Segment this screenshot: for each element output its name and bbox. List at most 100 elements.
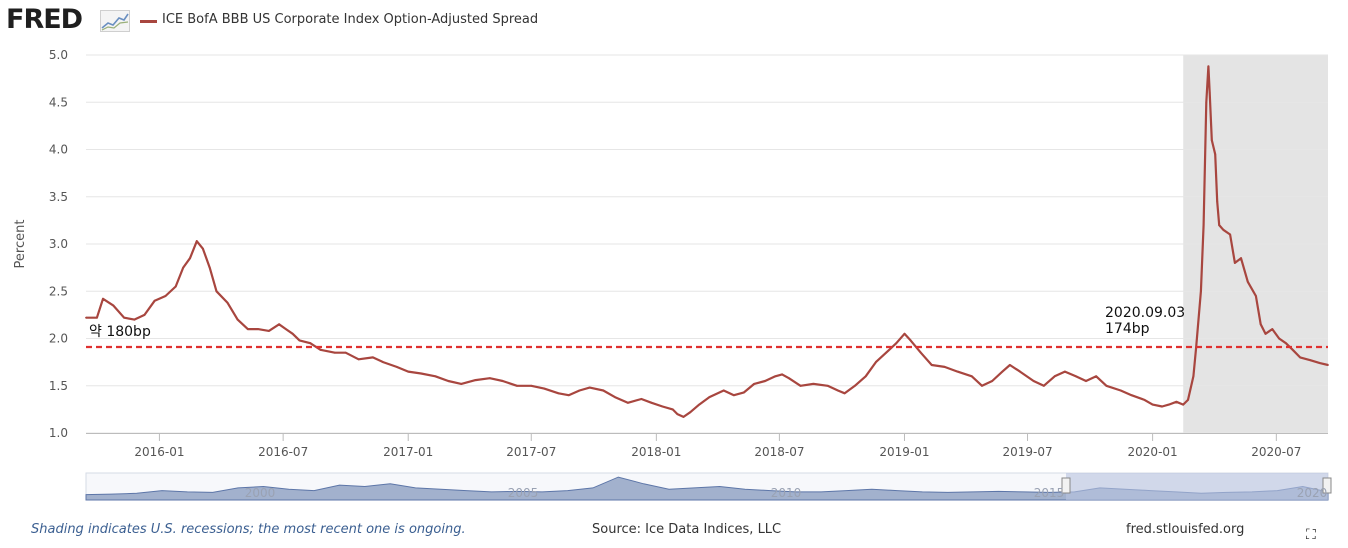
data-point — [1234, 262, 1236, 264]
data-point — [722, 389, 725, 392]
data-point — [123, 316, 125, 319]
data-point — [689, 411, 692, 414]
data-point — [567, 394, 570, 397]
chart-header: FRED ICE BofA BBB US Corporate Index Opt… — [0, 0, 1348, 44]
data-point — [202, 247, 204, 250]
data-point — [1240, 257, 1242, 260]
series-legend-label[interactable]: ICE BofA BBB US Corporate Index Option-A… — [162, 12, 539, 27]
data-point — [344, 351, 347, 354]
navigator-selection — [1066, 473, 1328, 500]
data-point — [1009, 364, 1011, 366]
data-point — [1285, 342, 1287, 345]
annotation-label: 174bp — [1105, 321, 1150, 337]
data-point — [1182, 403, 1185, 406]
data-point — [1143, 399, 1146, 401]
data-point — [208, 266, 211, 269]
data-point — [420, 372, 422, 375]
data-point — [970, 375, 973, 378]
data-point — [143, 314, 146, 316]
data-point — [1001, 370, 1004, 373]
data-point — [285, 328, 287, 330]
data-point — [1175, 400, 1178, 403]
site-link[interactable]: fred.stlouisfed.org — [1126, 522, 1245, 537]
data-point — [1151, 403, 1154, 406]
series-line — [86, 65, 1329, 418]
data-point — [434, 375, 437, 378]
data-point — [1200, 290, 1202, 293]
x-tick-label: 2016-01 — [134, 445, 184, 459]
data-point — [799, 384, 802, 387]
fred-logo[interactable]: FRED — [6, 4, 83, 35]
y-tick-label: 4.5 — [49, 95, 68, 109]
navigator-handle — [1061, 477, 1071, 494]
x-tick-label: 2017-01 — [383, 445, 433, 459]
data-point — [257, 328, 259, 330]
data-point — [743, 391, 745, 394]
y-tick-label: 3.0 — [49, 237, 68, 251]
data-point — [1208, 91, 1211, 94]
data-point — [682, 416, 685, 418]
data-point — [1259, 323, 1262, 326]
data-point — [843, 392, 846, 395]
data-point — [85, 316, 87, 319]
data-point — [602, 389, 605, 392]
data-point — [578, 389, 581, 392]
series-legend-swatch — [140, 20, 157, 23]
data-point — [407, 370, 410, 373]
data-point — [395, 366, 398, 368]
data-point — [1271, 328, 1274, 330]
recession-note: Shading indicates U.S. recessions; the m… — [31, 522, 466, 537]
data-point — [501, 380, 504, 382]
annotation-label: 약 180bp — [89, 324, 151, 340]
data-point — [626, 401, 629, 404]
data-point — [1229, 233, 1231, 236]
data-point — [895, 342, 898, 345]
data-point — [309, 342, 312, 345]
y-tick-label: 1.0 — [49, 426, 68, 440]
y-tick-label: 3.5 — [49, 190, 68, 204]
y-tick-label: 2.5 — [49, 284, 68, 298]
data-point — [1255, 295, 1257, 297]
data-point — [164, 295, 167, 297]
data-point — [1192, 375, 1195, 378]
data-point — [1222, 228, 1225, 231]
data-point — [474, 379, 477, 381]
data-point — [774, 375, 777, 378]
navigator-label: 2015 — [1034, 486, 1065, 500]
data-point — [372, 356, 374, 359]
navigator-handle — [1322, 477, 1332, 494]
navigator-label: 2000 — [245, 486, 276, 500]
data-point — [812, 383, 815, 385]
data-point — [991, 380, 994, 382]
data-point — [543, 387, 546, 390]
x-tick-label: 2018-01 — [631, 445, 681, 459]
navigator-label: 2020 — [1297, 486, 1328, 500]
data-point — [1205, 101, 1208, 104]
data-point — [1095, 375, 1098, 378]
data-point — [1210, 139, 1213, 142]
data-point — [1291, 348, 1294, 351]
data-point — [671, 408, 674, 411]
data-point — [885, 351, 887, 354]
data-point — [236, 318, 239, 321]
data-point — [1161, 405, 1163, 408]
data-point — [174, 285, 177, 288]
data-point — [112, 304, 115, 307]
range-navigator[interactable]: 2000 2005 2010 2015 2020 — [85, 472, 1332, 501]
data-point — [698, 403, 701, 406]
data-point — [1105, 384, 1108, 387]
data-point — [382, 361, 384, 363]
data-point — [1264, 332, 1267, 335]
data-point — [246, 328, 249, 330]
y-axis-label: Percent — [13, 220, 28, 269]
data-point — [764, 380, 766, 382]
data-point — [854, 384, 856, 387]
x-tick-label: 2019-01 — [879, 445, 929, 459]
data-point — [733, 394, 735, 397]
data-point — [1053, 375, 1056, 378]
data-point — [1278, 337, 1280, 340]
data-point — [182, 266, 185, 269]
data-point — [102, 297, 104, 300]
data-point — [460, 383, 463, 385]
fullscreen-icon[interactable]: ⛶ — [1306, 527, 1316, 543]
